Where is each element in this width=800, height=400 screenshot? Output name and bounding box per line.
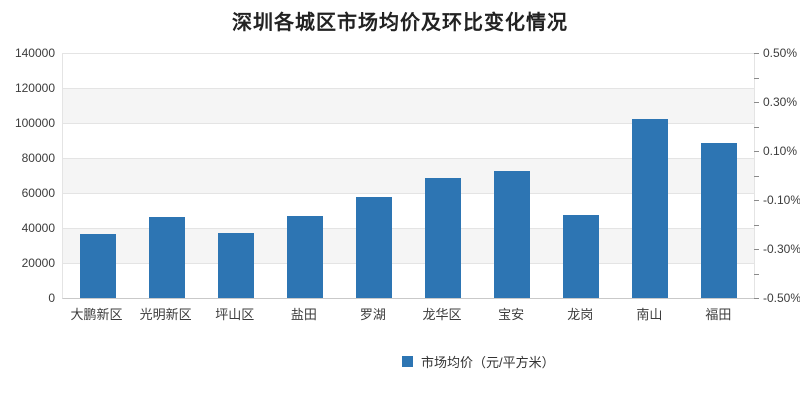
grid-band — [63, 88, 754, 123]
x-label-龙华区: 龙华区 — [422, 307, 462, 322]
y-left-label: 60000 — [21, 186, 55, 200]
y-right-tick — [754, 298, 759, 299]
x-label-南山: 南山 — [636, 307, 663, 322]
grid-line — [63, 193, 754, 194]
chart-title: 深圳各城区市场均价及环比变化情况 — [232, 12, 568, 34]
grid-line — [63, 263, 754, 264]
y-axis-left: 140000 120000 100000 80000 60000 40000 20000 0 — [0, 46, 55, 305]
y-right-tick — [754, 224, 759, 226]
x-label-宝安: 宝安 — [498, 307, 525, 322]
y-right-tick — [754, 151, 759, 152]
y-right-tick — [754, 200, 759, 201]
x-label-盐田: 盐田 — [290, 307, 317, 322]
x-axis-labels: 大鹏新区 光明新区 坪山区 盐田 罗湖 龙华区 宝安 龙岗 南山 福田 — [62, 304, 753, 322]
y-left-label: 80000 — [21, 151, 55, 165]
legend-swatch-icon — [402, 356, 413, 367]
bar-光明新区[interactable] — [148, 217, 185, 298]
grid-line — [63, 88, 754, 89]
bar-坪山区[interactable] — [217, 232, 254, 298]
y-right-tick — [754, 53, 759, 54]
y-left-label: 40000 — [21, 221, 55, 235]
y-left-label: 0 — [48, 291, 55, 305]
y-left-label: 20000 — [21, 256, 55, 270]
y-right-label: -0.30% — [763, 242, 800, 256]
x-label-龙岗: 龙岗 — [567, 307, 594, 322]
x-label-福田: 福田 — [705, 307, 732, 322]
y-right-tick — [754, 273, 759, 275]
bar-龙岗[interactable] — [563, 214, 600, 298]
bar-宝安[interactable] — [494, 171, 531, 298]
y-right-tick — [754, 126, 759, 128]
y-right-label: 0.10% — [763, 144, 798, 158]
grid-line — [63, 228, 754, 229]
x-label-罗湖: 罗湖 — [359, 307, 386, 322]
y-axis-right: 0.50% 0.30% 0.10% -0.10% -0.30% -0.50% — [753, 46, 800, 305]
grid-band — [63, 53, 754, 88]
y-right-tick — [754, 175, 759, 177]
y-right-tick — [754, 249, 759, 250]
grid-line — [63, 53, 754, 54]
plot-area — [62, 53, 755, 299]
bar-南山[interactable] — [632, 118, 669, 298]
y-left-label: 140000 — [14, 46, 55, 60]
bar-罗湖[interactable] — [355, 196, 392, 298]
y-right-label: 0.50% — [763, 46, 798, 60]
y-right-label: -0.10% — [763, 193, 800, 207]
y-right-label: -0.50% — [763, 291, 800, 305]
grid-line — [63, 123, 754, 124]
bar-大鹏新区[interactable] — [79, 233, 116, 298]
bar-福田[interactable] — [701, 143, 738, 298]
x-label-大鹏新区: 大鹏新区 — [70, 307, 123, 322]
grid-line — [63, 158, 754, 159]
y-left-label: 100000 — [14, 116, 55, 130]
bar-龙华区[interactable] — [425, 178, 462, 298]
x-label-坪山区: 坪山区 — [215, 307, 255, 322]
y-left-label: 120000 — [14, 81, 55, 95]
y-right-tick — [754, 102, 759, 103]
y-right-tick — [754, 77, 759, 79]
y-right-label: 0.30% — [763, 95, 798, 109]
x-label-光明新区: 光明新区 — [139, 307, 192, 322]
bar-盐田[interactable] — [286, 215, 323, 298]
legend-label: 市场均价（元/平方米） — [421, 355, 555, 370]
legend-item-market-price[interactable]: 市场均价（元/平方米） — [402, 352, 555, 371]
